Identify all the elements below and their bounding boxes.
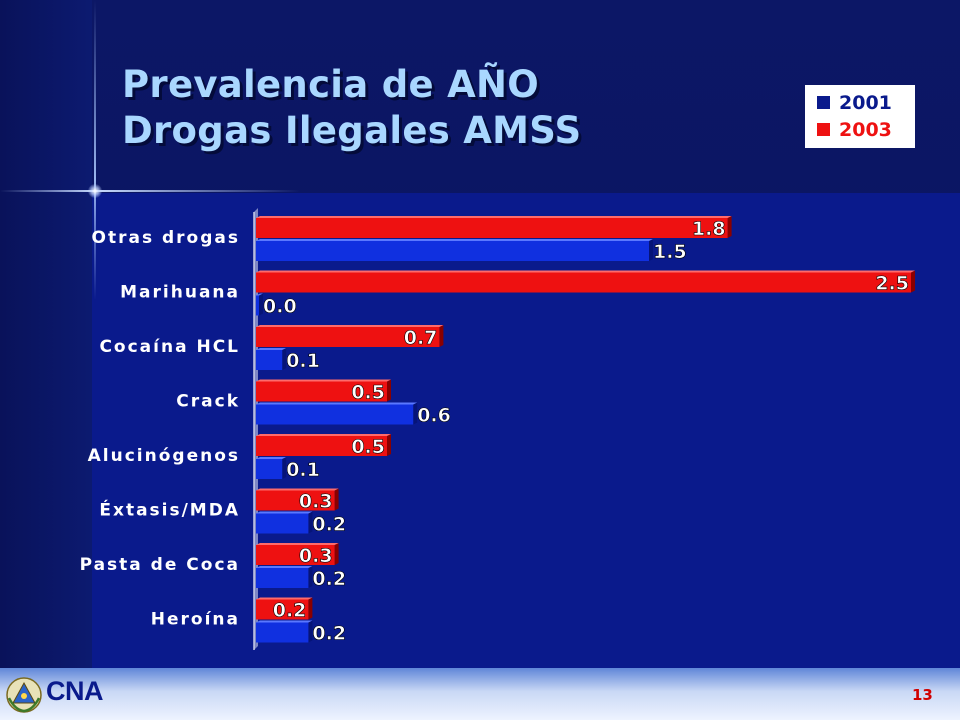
- bar-2003: [256, 327, 440, 347]
- bar-side-2003: [387, 379, 391, 402]
- legend-label-2003: 2003: [839, 118, 892, 141]
- data-label-2001: 1.5: [653, 241, 687, 263]
- bar-side-2001: [282, 457, 287, 479]
- bar-side-2001: [308, 620, 313, 643]
- bar-top-2003: [256, 597, 313, 600]
- bar-top-2001: [256, 293, 263, 296]
- bar-2001: [256, 459, 283, 479]
- data-label-2001: 0.1: [286, 459, 320, 481]
- category-label: Alucinógenos: [88, 446, 240, 466]
- bar-side-2001: [259, 293, 263, 316]
- legend-item-2001: 2001: [817, 89, 915, 116]
- bar-2001: [256, 350, 283, 370]
- bar-side-2003: [911, 270, 915, 293]
- sparkle-star-icon: [88, 184, 102, 198]
- data-label-2001: 0.2: [312, 623, 346, 645]
- bar-2003: [256, 436, 387, 456]
- bar-side-2003: [439, 325, 444, 347]
- sparkle-vertical-line: [94, 0, 96, 300]
- bar-2003: [256, 490, 335, 511]
- bar-side-2001: [308, 566, 313, 588]
- data-label-2001: 0.0: [263, 296, 297, 318]
- legend-item-2003: 2003: [817, 116, 915, 143]
- bar-side-2003: [308, 597, 313, 620]
- bar-2001: [256, 622, 309, 643]
- sparkle-horizontal-line: [0, 190, 300, 192]
- bar-top-2001: [256, 566, 313, 568]
- data-label-2001: 0.6: [417, 405, 451, 427]
- footer-bar: [0, 668, 960, 720]
- legend-label-2001: 2001: [839, 91, 892, 114]
- bar-top-2001: [256, 457, 287, 459]
- slide-title: Prevalencia de AÑO Drogas Ilegales AMSS: [122, 62, 742, 154]
- page-number: 13: [912, 686, 933, 704]
- bar-top-2003: [256, 488, 339, 491]
- category-label: Marihuana: [120, 283, 240, 303]
- bar-top-2003: [256, 270, 915, 273]
- category-label: Crack: [176, 392, 240, 412]
- data-label-2003: 0.3: [299, 545, 333, 567]
- legend-swatch-2001: [817, 96, 830, 109]
- bar-2001: [256, 404, 414, 425]
- category-label: Otras drogas: [92, 228, 240, 248]
- bar-top-2003: [256, 216, 732, 218]
- category-label: Éxtasis/MDA: [99, 499, 240, 521]
- bar-2001: [256, 513, 309, 534]
- bar-2003: [256, 599, 309, 620]
- data-label-2003: 0.5: [351, 382, 385, 404]
- bar-side-2003: [387, 434, 391, 456]
- bar-side-2001: [413, 402, 418, 425]
- coat-of-arms-icon: [6, 677, 42, 713]
- bar-side-2003: [334, 488, 339, 511]
- bar-top-2001: [256, 620, 313, 623]
- bar-side-2003: [727, 216, 732, 238]
- title-line-2: Drogas Ilegales AMSS: [122, 109, 582, 152]
- bar-top-2003: [256, 379, 391, 382]
- bar-side-2001: [308, 511, 313, 534]
- data-label-2003: 0.7: [404, 327, 438, 349]
- category-label: Pasta de Coca: [80, 555, 240, 575]
- bar-2003: [256, 272, 911, 293]
- bar-top-2001: [256, 402, 418, 405]
- bar-top-2001: [256, 239, 653, 241]
- brand-name: CNA: [46, 676, 104, 706]
- chart-legend: 2001 2003: [805, 85, 915, 148]
- bar-top-2001: [256, 511, 313, 514]
- legend-swatch-2003: [817, 123, 830, 136]
- bar-2003: [256, 381, 387, 402]
- bar-side-2001: [282, 348, 287, 370]
- bar-side-2001: [649, 239, 653, 261]
- title-line-1: Prevalencia de AÑO: [122, 63, 540, 106]
- bar-top-2003: [256, 543, 339, 545]
- data-label-2003: 1.8: [692, 218, 726, 240]
- data-label-2003: 0.2: [273, 600, 307, 622]
- data-label-2003: 0.3: [299, 491, 333, 513]
- category-label: Heroína: [151, 610, 240, 630]
- bar-2003: [256, 545, 335, 565]
- data-label-2003: 0.5: [351, 436, 385, 458]
- bar-top-2003: [256, 325, 444, 327]
- data-label-2003: 2.5: [875, 273, 909, 295]
- data-label-2001: 0.2: [312, 568, 346, 590]
- bar-top-2003: [256, 434, 391, 436]
- data-label-2001: 0.1: [286, 350, 320, 372]
- bar-2001: [256, 241, 649, 261]
- bar-2001: [256, 568, 309, 588]
- category-label: Cocaína HCL: [99, 337, 240, 357]
- bar-side-2003: [334, 543, 339, 565]
- left-band: [0, 0, 92, 668]
- data-label-2001: 0.2: [312, 514, 346, 536]
- bar-top-2001: [256, 348, 287, 350]
- bar-2001: [256, 295, 259, 316]
- bar-2003: [256, 218, 728, 238]
- axis-line: [254, 208, 258, 650]
